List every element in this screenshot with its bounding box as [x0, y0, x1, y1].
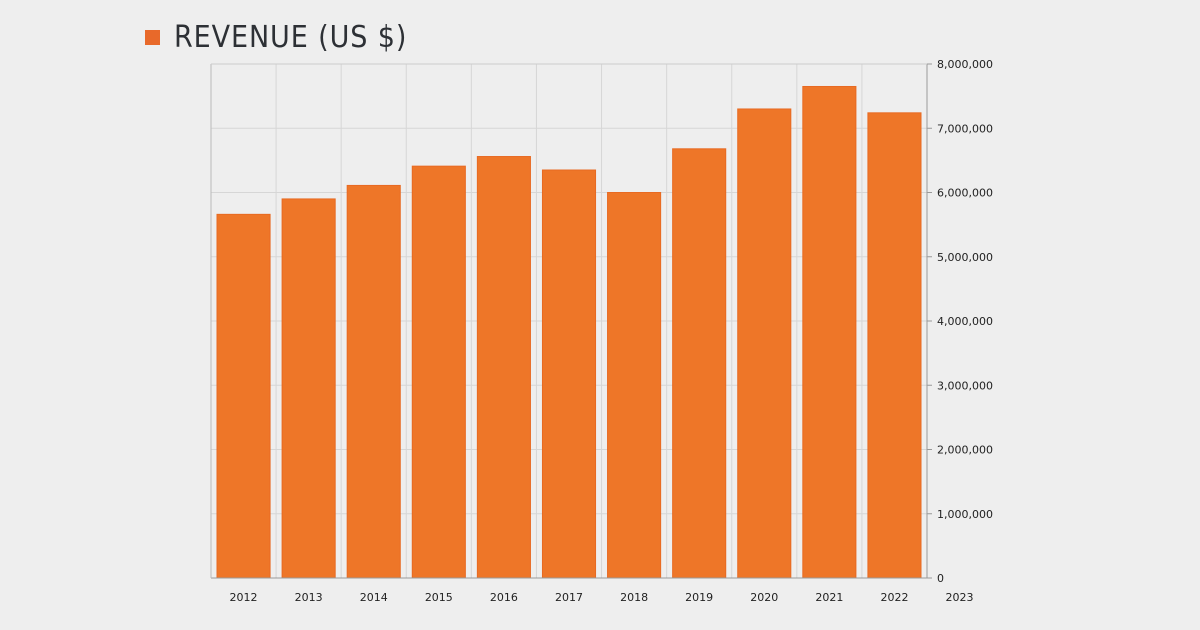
legend-label: REVENUE (US $): [174, 20, 408, 55]
bar-2016: [476, 156, 531, 579]
legend-swatch: [145, 30, 160, 45]
y-tick-label: 8,000,000: [937, 58, 993, 71]
bar-2018: [607, 192, 662, 579]
legend: REVENUE (US $): [145, 20, 433, 55]
bar-2022: [867, 112, 922, 579]
x-tick-label: 2014: [360, 591, 388, 604]
y-tick-label: 6,000,000: [937, 187, 993, 200]
x-tick-label: 2013: [295, 591, 323, 604]
bar-2015: [411, 165, 466, 579]
bar-2012: [216, 213, 271, 579]
y-tick-label: 4,000,000: [937, 315, 993, 328]
bar-2020: [737, 108, 792, 579]
y-tick-label: 2,000,000: [937, 444, 993, 457]
x-tick-label: 2018: [620, 591, 648, 604]
x-tick-label: 2022: [880, 591, 908, 604]
bar-2021: [802, 85, 857, 579]
bar-2014: [346, 184, 401, 579]
x-tick-label: 2021: [815, 591, 843, 604]
x-tick-label: 2019: [685, 591, 713, 604]
bar-2019: [672, 148, 727, 579]
y-tick-label: 3,000,000: [937, 379, 993, 392]
y-tick-label: 1,000,000: [937, 508, 993, 521]
y-tick-label: 5,000,000: [937, 251, 993, 264]
x-tick-label: 2012: [230, 591, 258, 604]
y-tick-label: 0: [937, 572, 944, 585]
bar-2013: [281, 198, 336, 579]
x-tick-label: 2020: [750, 591, 778, 604]
x-tick-label: 2015: [425, 591, 453, 604]
x-tick-label: 2023: [946, 591, 974, 604]
x-tick-label: 2016: [490, 591, 518, 604]
x-tick-label: 2017: [555, 591, 583, 604]
y-tick-label: 7,000,000: [937, 122, 993, 135]
bar-2017: [541, 169, 597, 579]
